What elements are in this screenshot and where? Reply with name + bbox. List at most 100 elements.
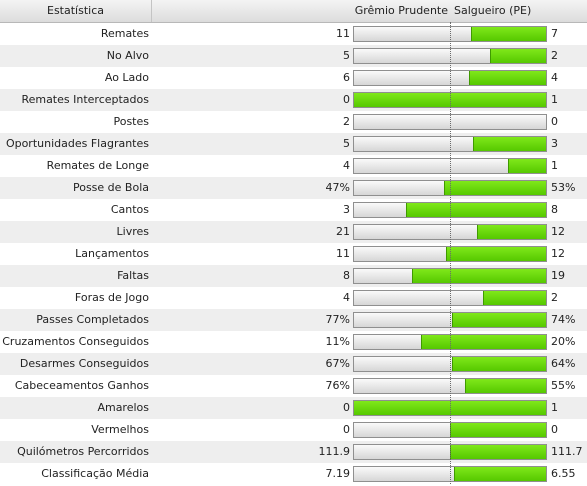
table-row: Livres 21 12	[0, 221, 587, 243]
away-value: 6.55	[551, 467, 576, 480]
table-row: Passes Completados 77% 74%	[0, 309, 587, 331]
stat-label: Vermelhos	[91, 423, 149, 436]
comparison-bar	[353, 136, 547, 152]
stat-label: Faltas	[117, 269, 149, 282]
away-value: 8	[551, 203, 558, 216]
away-value: 19	[551, 269, 565, 282]
stat-label: Remates de Longe	[46, 159, 149, 172]
table-row: Classificação Média 7.19 6.55	[0, 463, 587, 485]
home-value: 0	[343, 423, 350, 436]
home-value: 5	[343, 137, 350, 150]
comparison-bar	[353, 114, 547, 130]
comparison-bar	[353, 70, 547, 86]
away-value: 4	[551, 71, 558, 84]
home-value: 7.19	[325, 467, 351, 480]
stat-label: Remates	[100, 27, 149, 40]
away-share-fill	[405, 203, 546, 217]
home-value: 0	[343, 93, 350, 106]
comparison-bar	[353, 334, 547, 350]
table-row: Posse de Bola 47% 53%	[0, 177, 587, 199]
table-row: Cabeceamentos Ganhos 76% 55%	[0, 375, 587, 397]
comparison-bar	[353, 268, 547, 284]
stat-label: Cabeceamentos Ganhos	[14, 379, 149, 392]
away-share-fill	[451, 313, 546, 327]
away-share-fill	[411, 269, 546, 283]
statistic-column-header[interactable]: Estatística	[0, 0, 152, 22]
away-value: 12	[551, 247, 565, 260]
away-share-fill	[476, 225, 546, 239]
home-value: 67%	[325, 357, 350, 370]
comparison-bar	[353, 202, 547, 218]
table-row: Quilómetros Percorridos 111.9 111.7	[0, 441, 587, 463]
comparison-bar	[353, 180, 547, 196]
away-share-fill	[451, 357, 546, 371]
away-value: 2	[551, 49, 558, 62]
comparison-bar	[353, 224, 547, 240]
away-share-fill	[471, 27, 546, 41]
away-share-fill	[450, 423, 546, 437]
comparison-bar	[353, 246, 547, 262]
comparison-bar	[353, 290, 547, 306]
away-share-fill	[453, 467, 546, 481]
stats-rows: Remates 11 7 No Alvo 5 2 Ao Lado 6 4 Remates Inte…	[0, 23, 587, 485]
away-share-fill	[446, 247, 546, 261]
home-value: 21	[336, 225, 350, 238]
table-row: Ao Lado 6 4	[0, 67, 587, 89]
table-row: Foras de Jogo 4 2	[0, 287, 587, 309]
home-value: 11	[336, 247, 350, 260]
stat-label: Classificação Média	[41, 467, 149, 480]
away-value: 7	[551, 27, 558, 40]
table-row: Desarmes Conseguidos 67% 64%	[0, 353, 587, 375]
home-value: 2	[343, 115, 350, 128]
home-value: 77%	[325, 313, 350, 326]
stat-label: Oportunidades Flagrantes	[5, 137, 149, 150]
stat-label: Quilómetros Percorridos	[17, 445, 149, 458]
away-value: 111.7	[551, 445, 583, 458]
home-value: 11	[336, 27, 350, 40]
away-value: 12	[551, 225, 565, 238]
away-share-fill	[469, 71, 546, 85]
away-share-fill	[354, 93, 546, 107]
stat-label: Postes	[113, 115, 149, 128]
comparison-bar	[353, 48, 547, 64]
away-share-fill	[421, 335, 546, 349]
table-row: Amarelos 0 1	[0, 397, 587, 419]
table-row: Vermelhos 0 0	[0, 419, 587, 441]
stat-label: Cruzamentos Conseguidos	[2, 335, 149, 348]
away-share-fill	[450, 445, 546, 459]
away-share-fill	[473, 137, 546, 151]
table-row: Remates Interceptados 0 1	[0, 89, 587, 111]
table-row: Cruzamentos Conseguidos 11% 20%	[0, 331, 587, 353]
away-share-fill	[482, 291, 546, 305]
table-row: Remates 11 7	[0, 23, 587, 45]
home-team-header[interactable]: Grêmio Prudente	[354, 4, 448, 17]
away-share-fill	[354, 401, 546, 415]
away-value: 74%	[551, 313, 576, 326]
table-row: Postes 2 0	[0, 111, 587, 133]
stat-label: Remates Interceptados	[21, 93, 149, 106]
table-row: Cantos 3 8	[0, 199, 587, 221]
stat-label: Cantos	[110, 203, 149, 216]
table-row: Lançamentos 11 12	[0, 243, 587, 265]
away-share-fill	[444, 181, 546, 195]
home-value: 3	[343, 203, 350, 216]
away-value: 53%	[551, 181, 576, 194]
comparison-bar	[353, 92, 547, 108]
table-row: Remates de Longe 4 1	[0, 155, 587, 177]
table-row: No Alvo 5 2	[0, 45, 587, 67]
comparison-bar	[353, 378, 547, 394]
stat-label: Livres	[116, 225, 149, 238]
comparison-bar	[353, 312, 547, 328]
away-value: 1	[551, 401, 558, 414]
away-value: 1	[551, 159, 558, 172]
home-value: 0	[343, 401, 350, 414]
home-value: 6	[343, 71, 350, 84]
stat-label: Amarelos	[97, 401, 149, 414]
stat-label: No Alvo	[106, 49, 149, 62]
away-team-header[interactable]: Salgueiro (PE)	[454, 4, 532, 17]
stat-label: Desarmes Conseguidos	[19, 357, 149, 370]
comparison-bar	[353, 444, 547, 460]
home-value: 11%	[325, 335, 350, 348]
away-share-fill	[490, 49, 546, 63]
